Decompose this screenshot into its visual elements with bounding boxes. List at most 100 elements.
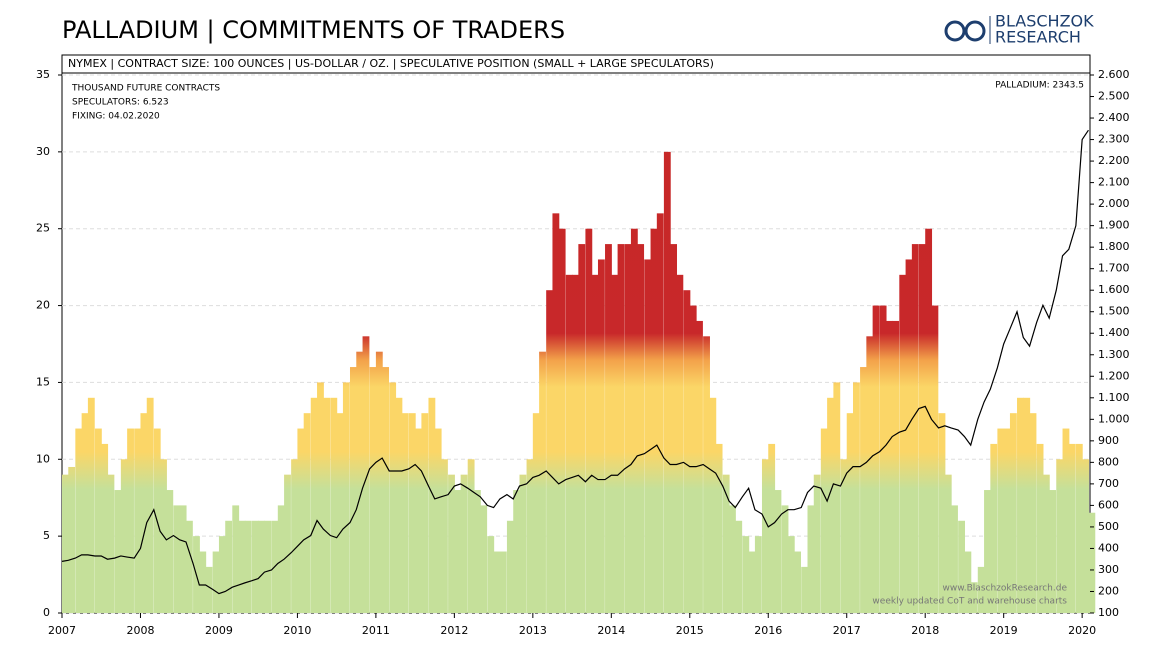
x-tick-label: 2008 (126, 624, 154, 637)
bar (408, 413, 416, 613)
y-tick-label: 30 (36, 145, 50, 158)
subtitle: NYMEX | CONTRACT SIZE: 100 OUNCES | US-D… (68, 57, 714, 70)
chart-title: PALLADIUM | COMMITMENTS OF TRADERS (62, 16, 565, 44)
bar (244, 520, 252, 613)
bar (565, 274, 573, 613)
x-tick-label: 2009 (205, 624, 233, 637)
bar (683, 290, 691, 613)
bar (480, 505, 488, 613)
bar (264, 520, 272, 613)
bar (1029, 413, 1037, 613)
bar (519, 474, 527, 613)
bar (951, 505, 958, 613)
bar (546, 290, 554, 613)
bar (1023, 397, 1031, 613)
bar (68, 466, 76, 613)
bar (342, 382, 350, 613)
bar (820, 428, 828, 613)
bar (297, 428, 305, 613)
bar (990, 443, 998, 613)
x-tick-label: 2015 (676, 624, 704, 637)
bar (617, 244, 625, 614)
bar (1075, 443, 1083, 613)
bar (434, 428, 442, 613)
y2-tick-label: 1.800 (1098, 240, 1130, 253)
y2-tick-label: 1.000 (1098, 412, 1130, 425)
bar (506, 520, 514, 613)
bar (173, 505, 181, 613)
y-tick-label: 10 (36, 452, 50, 465)
bar (899, 274, 907, 613)
y-tick-label: 0 (43, 606, 50, 619)
bar (905, 259, 913, 613)
bar (754, 536, 762, 613)
bar (925, 228, 933, 613)
bar (336, 413, 344, 613)
bar (846, 413, 854, 613)
bar (781, 505, 789, 613)
y2-tick-label: 200 (1098, 584, 1119, 597)
y2-tick-label: 700 (1098, 477, 1119, 490)
annotation: SPECULATORS: 6.523 (72, 98, 169, 108)
bar (415, 428, 422, 613)
bar (166, 490, 174, 613)
bar (310, 397, 318, 613)
bar (75, 428, 83, 613)
watermark: weekly updated CoT and warehouse charts (872, 597, 1067, 607)
bar (787, 536, 795, 613)
bar (205, 566, 213, 613)
bar (1056, 459, 1064, 613)
y2-tick-label: 2.100 (1098, 176, 1130, 189)
bar (179, 505, 187, 613)
bar (1036, 443, 1044, 613)
bar (134, 428, 142, 613)
bar (689, 305, 697, 613)
bar (984, 490, 991, 613)
logo: BLASCHZOK RESEARCH (944, 12, 1094, 47)
bar (885, 320, 893, 613)
y2-tick-label: 1.100 (1098, 391, 1130, 404)
logo-icon (944, 20, 966, 42)
bar (467, 459, 475, 613)
bar (87, 397, 95, 613)
bar (637, 244, 645, 614)
bar (1042, 474, 1050, 613)
bar (212, 551, 220, 613)
bar (238, 520, 246, 613)
bar (676, 274, 684, 613)
bar (892, 320, 900, 613)
bar (938, 413, 946, 613)
logo-icon (964, 20, 986, 42)
bar (663, 151, 671, 613)
bar (356, 351, 364, 613)
x-tick-label: 2012 (440, 624, 468, 637)
bar (114, 490, 122, 613)
bar (860, 367, 867, 613)
watermark: www.BlaschzokResearch.de (943, 584, 1068, 594)
plot-area (61, 74, 1096, 614)
y2-tick-label: 100 (1098, 606, 1119, 619)
bar (650, 228, 658, 613)
x-tick-label: 2017 (833, 624, 861, 637)
bar (428, 397, 436, 613)
y-tick-label: 35 (36, 68, 50, 81)
annotation: THOUSAND FUTURE CONTRACTS (71, 84, 220, 94)
bar (944, 474, 952, 613)
bar (585, 228, 593, 613)
y2-tick-label: 2.600 (1098, 68, 1130, 81)
y2-tick-label: 2.200 (1098, 154, 1130, 167)
bar (813, 474, 821, 613)
bar (291, 459, 298, 613)
bar (487, 536, 495, 613)
bar (146, 397, 154, 613)
bar (748, 551, 756, 613)
logo-text: RESEARCH (995, 28, 1081, 47)
bar (1003, 428, 1011, 613)
logo-text: BLASCHZOK (995, 12, 1094, 31)
bar (970, 582, 978, 613)
bar (774, 490, 782, 613)
bar (473, 490, 481, 613)
y-tick-label: 15 (36, 375, 50, 388)
bar (572, 274, 579, 613)
